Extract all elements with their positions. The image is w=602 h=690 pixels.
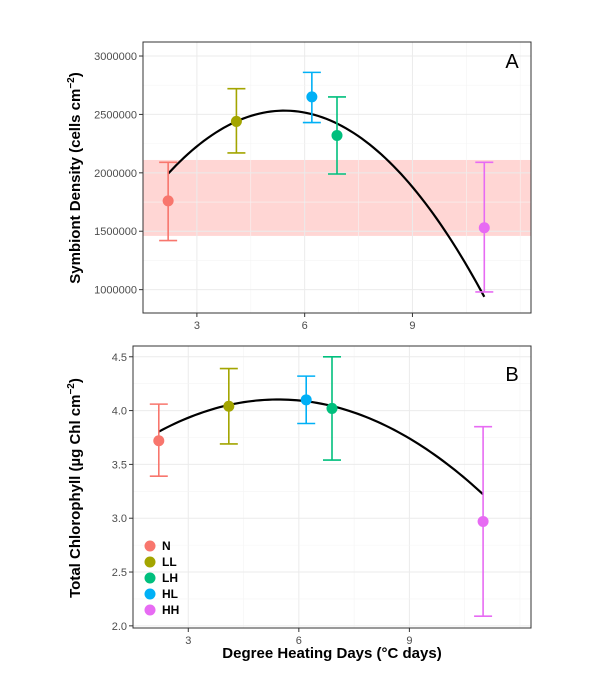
- point-n: [162, 195, 174, 207]
- y-tick-label: 3000000: [94, 51, 137, 63]
- x-tick-label: 9: [409, 320, 415, 332]
- point-hl: [306, 91, 318, 103]
- fit-curve: [158, 398, 484, 496]
- x-tick-label: 3: [185, 635, 191, 647]
- point-hh: [477, 515, 489, 527]
- y-tick-label: 2.0: [112, 621, 127, 633]
- point-ll: [223, 400, 235, 412]
- panel-label: B: [505, 364, 518, 386]
- y-tick-label: 4.0: [112, 406, 127, 418]
- legend-label-lh: LH: [162, 571, 178, 585]
- point-hh: [478, 222, 490, 234]
- y-tick-label: 1000000: [94, 285, 137, 297]
- panel-a: 3 6 9 1000000 1500000 2000000 2500000 3000000 A S…: [66, 41, 532, 332]
- legend-key-hl: [144, 588, 156, 600]
- y-tick-label: 2.5: [112, 567, 127, 579]
- x-tick-label: 6: [302, 320, 308, 332]
- plot-border: [132, 345, 532, 629]
- y-tick-label: 4.5: [112, 352, 127, 364]
- x-tick-label: 3: [194, 320, 200, 332]
- legend-label-ll: LL: [162, 555, 177, 569]
- point-hl: [300, 394, 312, 406]
- legend-key-hh: [144, 604, 156, 616]
- x-axis-title: Degree Heating Days (°C days): [222, 645, 441, 662]
- fit-curve: [167, 109, 486, 298]
- panel-b: 3 6 9 2.0 2.5 3.0 3.5 4.0 4.5 B Total Chlorophyll …: [66, 345, 532, 662]
- panel-label: A: [505, 51, 519, 73]
- y-tick-label: 3.5: [112, 459, 127, 471]
- legend-key-ll: [144, 556, 156, 568]
- y-tick-label: 2500000: [94, 109, 137, 121]
- plot-border: [142, 41, 532, 314]
- y-tick-label: 1500000: [94, 226, 137, 238]
- y-tick-label: 2000000: [94, 168, 137, 180]
- point-ll: [230, 115, 242, 127]
- y-axis-title: Total Chlorophyll (µg Chl cm−2): [66, 378, 84, 598]
- point-lh: [326, 402, 338, 414]
- legend: N LL LH HL HH: [144, 539, 179, 617]
- x-tick-label: 6: [296, 635, 302, 647]
- legend-label-n: N: [162, 539, 171, 553]
- legend-key-n: [144, 540, 156, 552]
- y-tick-label: 3.0: [112, 513, 127, 525]
- point-lh: [331, 129, 343, 141]
- legend-key-lh: [144, 572, 156, 584]
- x-tick-label: 9: [406, 635, 412, 647]
- legend-label-hl: HL: [162, 587, 178, 601]
- point-n: [153, 435, 165, 447]
- legend-label-hh: HH: [162, 603, 179, 617]
- y-axis-title: Symbiont Density (cells cm−2): [66, 72, 84, 283]
